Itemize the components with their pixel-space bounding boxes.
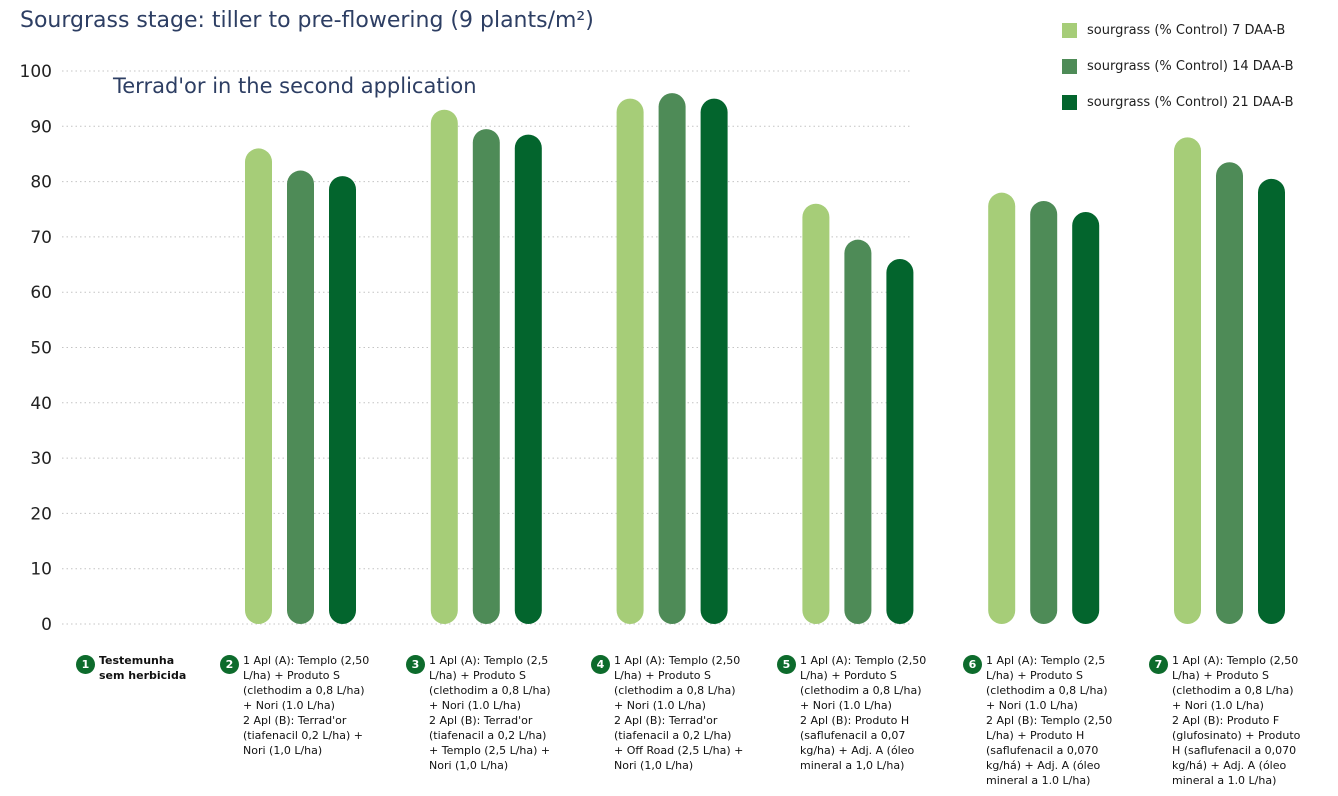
bar [1216,162,1243,624]
category-label-6: 6 1 Apl (A): Templo (2,5 L/ha) + Produto… [963,653,1112,788]
bar [658,93,686,625]
chart-subtitle: Terrad'or in the second application [113,74,477,98]
y-tick-label: 0 [41,615,52,635]
category-text: 1 Apl (A): Templo (2,5 L/ha) + Produto S… [429,654,551,772]
category-label-4: 4 1 Apl (A): Templo (2,50 L/ha) + Produt… [591,653,743,773]
bar [1258,178,1285,624]
category-number-badge: 6 [963,655,982,674]
category-label-7: 7 1 Apl (A): Templo (2,50 L/ha) + Produt… [1149,653,1300,788]
legend: sourgrass (% Control) 7 DAA-B sourgrass … [1062,12,1294,120]
bar [802,203,830,624]
category-number-badge: 1 [76,655,95,674]
bar [988,192,1016,624]
bar [1174,137,1201,625]
category-label-5: 5 1 Apl (A): Templo (2,50 L/ha) + Pordut… [777,653,926,773]
category-label-1: 1 Testemunha sem herbicida [76,653,186,683]
category-label-2: 2 1 Apl (A): Templo (2,50 L/ha) + Produt… [220,653,369,758]
y-tick-label: 30 [30,449,52,469]
y-tick-label: 50 [30,339,52,359]
bar [472,129,500,624]
category-label-3: 3 1 Apl (A): Templo (2,5 L/ha) + Produto… [406,653,551,773]
category-number-badge: 7 [1149,655,1168,674]
bar [1072,212,1100,624]
y-tick-label: 80 [30,173,52,193]
bar [287,170,314,625]
category-text: Testemunha sem herbicida [99,654,187,682]
bar [844,239,872,625]
category-text: 1 Apl (A): Templo (2,50 L/ha) + Produto … [243,654,370,757]
category-number-badge: 5 [777,655,796,674]
category-text: 1 Apl (A): Templo (2,50 L/ha) + Produto … [1172,654,1301,787]
bar [430,109,458,624]
y-tick-label: 70 [30,228,52,248]
y-tick-label: 10 [30,560,52,580]
legend-label: sourgrass (% Control) 21 DAA-B [1087,94,1294,110]
legend-swatch [1062,94,1077,110]
bar [886,259,914,624]
y-tick-label: 20 [30,504,52,524]
bar [616,98,644,624]
legend-swatch [1062,58,1077,74]
bar [700,98,728,624]
y-tick-label: 60 [30,283,52,303]
legend-label: sourgrass (% Control) 7 DAA-B [1087,22,1286,38]
category-number-badge: 4 [591,655,610,674]
legend-item-7daa: sourgrass (% Control) 7 DAA-B [1062,12,1294,48]
legend-swatch [1062,22,1077,38]
category-number-badge: 3 [406,655,425,674]
y-tick-label: 90 [30,117,52,137]
legend-item-21daa: sourgrass (% Control) 21 DAA-B [1062,84,1294,120]
category-text: 1 Apl (A): Templo (2,50 L/ha) + Porduto … [800,654,927,772]
y-tick-label: 40 [30,394,52,414]
bar [245,148,272,625]
bar [1030,200,1058,624]
chart-title: Sourgrass stage: tiller to pre-flowering… [20,8,594,33]
y-tick-label: 100 [20,62,52,82]
category-text: 1 Apl (A): Templo (2,50 L/ha) + Produto … [614,654,744,772]
legend-item-14daa: sourgrass (% Control) 14 DAA-B [1062,48,1294,84]
bar [329,176,356,624]
category-number-badge: 2 [220,655,239,674]
bar [514,134,542,624]
category-text: 1 Apl (A): Templo (2,5 L/ha) + Produto S… [986,654,1113,787]
legend-label: sourgrass (% Control) 14 DAA-B [1087,58,1294,74]
